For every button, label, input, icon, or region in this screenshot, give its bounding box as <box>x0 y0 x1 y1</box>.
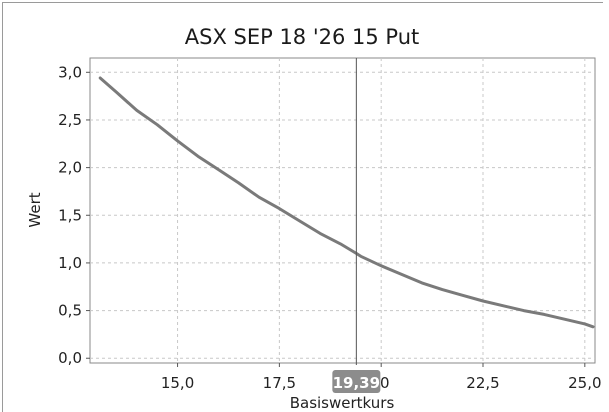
gridlines <box>90 58 595 363</box>
window-frame-left <box>2 2 3 412</box>
crosshair-badge <box>332 370 381 393</box>
x-tick-label: 22,5 <box>466 374 499 392</box>
y-tick-label: 0,5 <box>58 302 82 320</box>
y-tick-label: 1,0 <box>58 254 82 272</box>
plot-area <box>89 57 596 364</box>
x-tick-label: 25,0 <box>568 374 601 392</box>
y-axis-title: Wert <box>26 192 44 227</box>
y-tick-label: 2,0 <box>58 159 82 177</box>
crosshair-value-label: 19,39 <box>333 374 380 392</box>
chart-title: ASX SEP 18 '26 15 Put <box>185 25 420 49</box>
x-tick-label: 15,0 <box>161 374 194 392</box>
x-tick-label: 17,5 <box>263 374 296 392</box>
x-axis-title: Basiswertkurs <box>290 394 395 412</box>
y-tick-label: 0,0 <box>58 349 82 367</box>
y-tick-label: 1,5 <box>58 206 82 224</box>
crosshair: 19,39 <box>332 58 381 393</box>
window-frame-top <box>2 2 603 3</box>
y-tick-label: 2,5 <box>58 111 82 129</box>
y-tick-label: 3,0 <box>58 63 82 81</box>
